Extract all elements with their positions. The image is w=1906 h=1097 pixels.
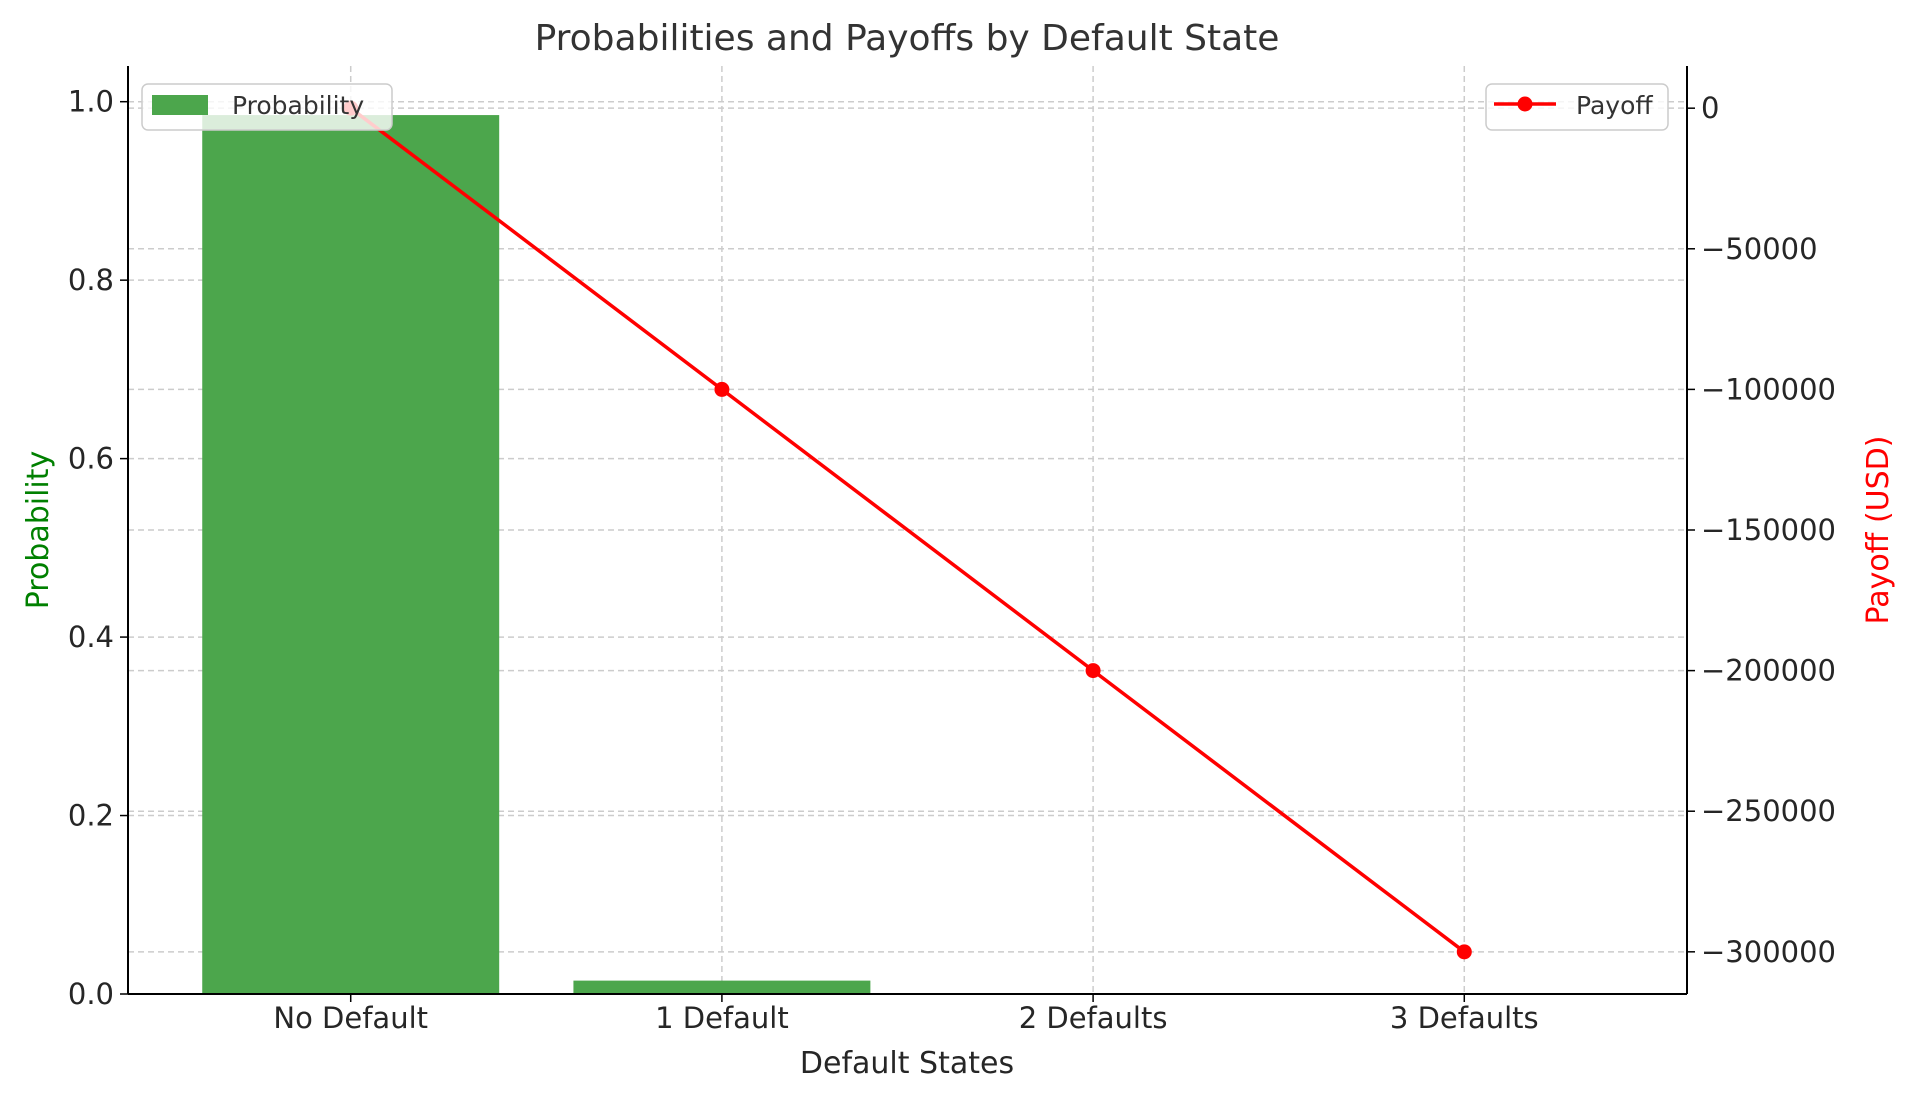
payoff-point xyxy=(714,381,730,397)
legend-probability-swatch xyxy=(152,95,208,115)
x-tick-label: 1 Default xyxy=(655,1001,789,1035)
left-tick-label: 0.0 xyxy=(68,977,114,1011)
tick-labels: No Default 1 Default 2 Defaults 3 Defaults 0… xyxy=(68,85,1836,1035)
left-tick-label: 1.0 xyxy=(68,85,114,119)
right-tick-label: −250000 xyxy=(1701,794,1836,828)
right-tick-label: −150000 xyxy=(1701,513,1836,547)
payoff-point xyxy=(1085,663,1101,679)
axes xyxy=(120,66,1695,1002)
legend-probability: Probability xyxy=(141,83,393,131)
left-tick-label: 0.8 xyxy=(68,263,114,297)
right-axis-label: Payoff (USD) xyxy=(1861,436,1896,625)
left-tick-label: 0.2 xyxy=(68,799,114,833)
probability-bar xyxy=(573,980,871,994)
legend-payoff-label: Payoff xyxy=(1576,91,1653,120)
left-tick-label: 0.4 xyxy=(68,620,114,654)
legend-probability-label: Probability xyxy=(232,91,364,120)
right-tick-label: −100000 xyxy=(1701,372,1836,406)
left-axis-label: Probability xyxy=(21,451,56,610)
payoff-point xyxy=(1456,944,1472,960)
legend-payoff-box xyxy=(1485,83,1669,131)
legend-payoff: Payoff xyxy=(1485,83,1669,131)
x-axis-label: Default States xyxy=(800,1046,1014,1081)
probability-bars xyxy=(202,115,871,995)
chart-title: Probabilities and Payoffs by Default Sta… xyxy=(535,18,1280,59)
right-tick-label: −300000 xyxy=(1701,935,1836,969)
right-tick-label: −200000 xyxy=(1701,654,1836,688)
x-tick-label: No Default xyxy=(273,1001,428,1035)
x-tick-label: 3 Defaults xyxy=(1390,1001,1539,1035)
payoff-line-path xyxy=(349,106,1466,954)
right-tick-label: 0 xyxy=(1701,91,1719,125)
x-tick-label: 2 Defaults xyxy=(1019,1001,1168,1035)
legend-payoff-marker xyxy=(1517,96,1533,112)
right-tick-label: −50000 xyxy=(1701,232,1818,266)
left-tick-label: 0.6 xyxy=(68,442,114,476)
probability-bar xyxy=(202,115,500,995)
